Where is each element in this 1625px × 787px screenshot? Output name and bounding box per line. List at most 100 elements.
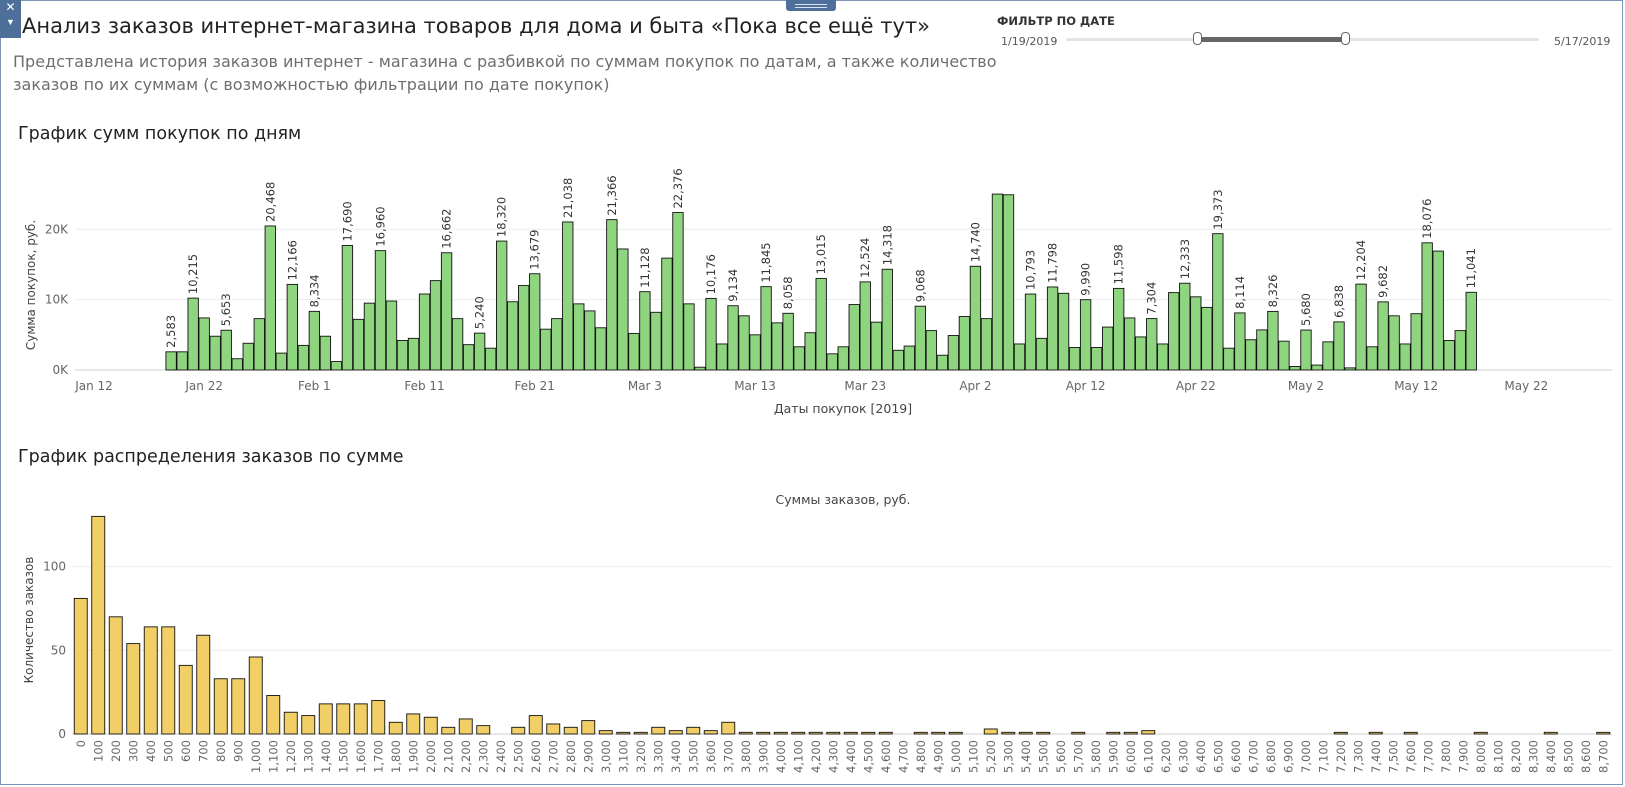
chart1-data-label: 12,524 — [858, 238, 872, 278]
chart1-bar — [617, 248, 629, 371]
chart1-bar — [1002, 194, 1015, 371]
chart2-x-tick-label: 6,900 — [1281, 740, 1295, 773]
chart2-x-tick-label: 3,400 — [669, 740, 683, 773]
chart2-bar — [178, 664, 193, 735]
chart2-bar — [651, 726, 666, 735]
chart2-x-tick-label: 2,200 — [459, 740, 473, 773]
chart1-bar — [1443, 339, 1455, 371]
chart2-bar — [1403, 731, 1418, 735]
chart1-bar — [496, 240, 508, 371]
chart1-bar — [1300, 329, 1312, 371]
chart1-x-tick-label: Mar 3 — [628, 379, 662, 393]
chart2-x-tick-label: 2,400 — [494, 740, 508, 773]
chart1-bar — [1179, 282, 1191, 371]
chart1-data-label: 16,662 — [440, 208, 454, 248]
chart1-data-label: 12,166 — [285, 240, 299, 280]
chart2-x-tick-label: 2,900 — [581, 740, 595, 773]
chart2-x-tick-label: 6,200 — [1159, 740, 1173, 773]
chart1-bar — [1124, 317, 1136, 371]
chart2-bar — [441, 726, 456, 735]
chart1-data-label: 9,990 — [1079, 263, 1093, 296]
chart1-data-label: 11,041 — [1464, 248, 1478, 288]
chart1-bar — [1090, 347, 1103, 371]
chart1-x-tick-label: May 2 — [1288, 379, 1324, 393]
chart2-x-tick-label: 3,100 — [616, 740, 630, 773]
chart1-bar — [275, 352, 287, 371]
chart1-bar — [881, 268, 893, 371]
chart1-bar — [1079, 299, 1092, 371]
chart1-bar — [297, 344, 309, 371]
chart2-x-tick-label: 3,300 — [651, 740, 665, 773]
chart1-bar — [914, 305, 927, 371]
chart1-x-tick-label: Mar 23 — [844, 379, 886, 393]
chart1-bar — [1465, 291, 1477, 371]
date-filter-handle-min[interactable] — [1193, 32, 1202, 45]
chart1-bar — [980, 318, 993, 371]
chart1-x-tick-label: Feb 11 — [404, 379, 444, 393]
chart2-bar — [791, 731, 806, 735]
chart1-data-label: 14,740 — [968, 222, 982, 262]
chart2-bar — [581, 720, 596, 735]
chart2-bar — [668, 730, 683, 735]
chart2-x-tick-label: 8,400 — [1544, 740, 1558, 773]
chart1-y-tick-label: 20K — [45, 222, 69, 236]
chart2-bar — [1368, 731, 1383, 735]
chart1-data-label: 9,068 — [913, 269, 927, 302]
chart2-x-tick-label: 400 — [144, 740, 158, 762]
chart2-bar — [91, 515, 106, 735]
chart1-data-label: 10,793 — [1024, 250, 1038, 290]
chart1-data-label: 10,215 — [186, 254, 200, 294]
chart1-bar — [815, 277, 827, 371]
chart2-bar — [773, 731, 788, 735]
chart1-x-tick-label: Jan 22 — [184, 379, 223, 393]
chart2-bar — [843, 731, 858, 735]
chart2-bar — [703, 730, 718, 735]
chart2-x-tick-label: 4,100 — [791, 740, 805, 773]
chart2-bar — [1123, 731, 1138, 735]
chart1-bar — [936, 354, 949, 371]
chart2-y-tick-label: 0 — [58, 727, 66, 741]
chart1-x-tick-label: Apr 12 — [1066, 379, 1106, 393]
chart1-bar — [1057, 292, 1070, 371]
menu-toggle-button[interactable]: ✕ ▼ — [0, 0, 21, 38]
chart1-bar — [1190, 296, 1202, 371]
drag-handle[interactable] — [786, 0, 836, 11]
chart1-bar — [1289, 366, 1301, 371]
chart1-bar — [1024, 293, 1037, 371]
chart2-x-tick-label: 3,700 — [721, 740, 735, 773]
chart1-bar — [727, 305, 739, 371]
chart1-data-label: 8,326 — [1266, 274, 1280, 307]
chart1-bar — [1101, 326, 1114, 371]
chart2-x-tick-label: 4,200 — [809, 740, 823, 773]
chart1-bar — [892, 349, 904, 371]
date-filter-range[interactable] — [1197, 37, 1345, 42]
chart1-bar — [286, 283, 298, 371]
chart2-bar — [476, 725, 491, 735]
chart1-bar — [385, 300, 398, 371]
chart1-bar — [804, 332, 816, 371]
chart2-x-tick-label: 4,300 — [826, 740, 840, 773]
chart1-bar — [738, 315, 750, 371]
chart1-bar — [639, 291, 651, 371]
chart1-bar — [1168, 292, 1180, 371]
chart2-x-tick-label: 5,300 — [1001, 740, 1015, 773]
chart2-x-tick-label: 7,300 — [1351, 740, 1365, 773]
chart1-data-label: 5,653 — [219, 293, 233, 326]
chart2-x-tick-label: 5,200 — [984, 740, 998, 773]
chart1-bar — [1344, 367, 1356, 371]
chart1-bar — [529, 273, 541, 371]
chart2-x-tick-label: 7,600 — [1404, 740, 1418, 773]
chart1-bar — [330, 361, 343, 371]
chart2-bar — [1543, 731, 1558, 735]
chart1-data-label: 18,320 — [495, 197, 509, 237]
date-filter-handle-max[interactable] — [1341, 32, 1350, 45]
chart1-data-label: 2,583 — [164, 315, 178, 348]
chart1-data-label: 7,304 — [1145, 282, 1159, 315]
chart1-bar — [826, 353, 838, 371]
chart1-bar — [1366, 346, 1378, 371]
chart1-bar — [859, 281, 871, 371]
chart2-x-tick-label: 0 — [74, 740, 88, 747]
chart2-x-tick-label: 8,600 — [1579, 740, 1593, 773]
chart2-x-tick-label: 5,900 — [1106, 740, 1120, 773]
chart1-data-label: 16,960 — [373, 206, 387, 246]
